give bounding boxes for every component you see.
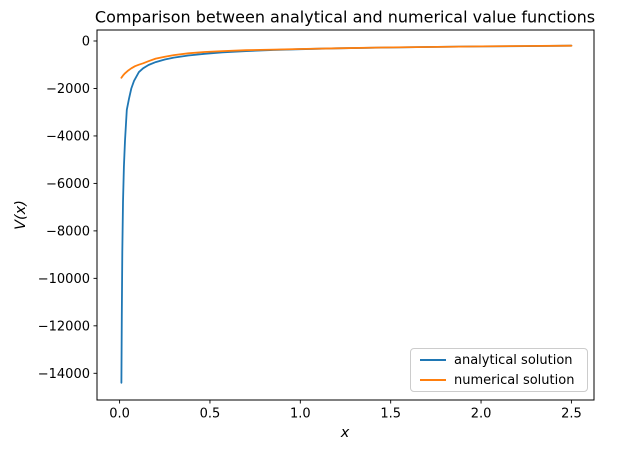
y-tick-label: −6000 [46,177,90,192]
legend-line-sample-numerical [420,379,446,381]
y-tick-label: −2000 [46,82,90,97]
legend-label-analytical: analytical solution [454,352,573,368]
chart-title: Comparison between analytical and numeri… [94,7,596,27]
y-tick-label: −8000 [46,224,90,239]
legend-line-sample-analytical [420,359,446,361]
y-axis-label: V(x) [13,200,29,230]
numerical-solution-line [120,44,573,79]
y-tick-label: 0 [82,34,90,49]
x-tick-label: 0.0 [109,407,130,422]
legend-item-analytical: analytical solution [420,353,578,368]
x-tick-label: 1.5 [380,407,401,422]
y-tick-label: −14000 [38,367,90,382]
legend-label-numerical: numerical solution [454,372,575,388]
legend: analytical solution numerical solution [410,348,588,392]
x-tick-label: 1.0 [290,407,311,422]
x-tick-label: 2.5 [561,407,582,422]
analytical-solution-line [120,44,573,384]
x-tick-label: 2.0 [471,407,492,422]
y-tick-label: −12000 [38,319,90,334]
legend-item-numerical: numerical solution [420,373,578,388]
x-axis-label: x [340,425,350,441]
plot-frame [96,29,595,401]
y-tick-label: −4000 [46,129,90,144]
y-tick-label: −10000 [38,272,90,287]
x-tick-label: 0.5 [200,407,221,422]
